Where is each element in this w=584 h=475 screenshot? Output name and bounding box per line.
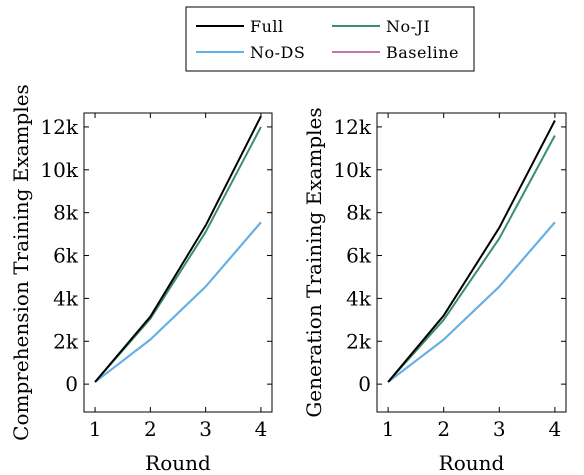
series-line-baseline — [387, 221, 556, 383]
y-tick-label: 12k — [40, 115, 78, 139]
y-tick-label: 0 — [358, 372, 371, 396]
y-axis-label: Generation Training Examples — [302, 107, 326, 417]
y-tick-label: 8k — [346, 201, 372, 225]
legend-box — [185, 6, 475, 72]
y-tick-label: 10k — [333, 158, 371, 182]
legend-label-no-ds: No-DS — [250, 43, 305, 62]
series-line-baseline — [94, 221, 262, 383]
comprehension-chart: 0 2k 4k 6k 8k 10k 12k 1 2 3 4 Round Comprehension Tr… — [9, 84, 273, 475]
y-tick-label: 4k — [346, 286, 372, 310]
x-tick-label: 4 — [549, 417, 562, 441]
series-line-no-ji — [387, 135, 556, 383]
legend-label-no-ji: No-JI — [386, 17, 430, 36]
y-tick-label: 2k — [53, 329, 79, 353]
plot-frame — [83, 112, 273, 413]
generation-chart: 0 2k 4k 6k 8k 10k 12k 1 2 3 4 Round Generation Train… — [302, 107, 567, 475]
legend: Full No-JI No-DS Baseline — [185, 6, 475, 72]
y-tick-label: 4k — [53, 286, 79, 310]
series-line-full — [387, 120, 556, 383]
y-tick-label: 6k — [346, 244, 372, 268]
series-line-no-ds — [387, 221, 556, 383]
x-axis-label: Round — [439, 451, 505, 475]
x-tick-label: 1 — [89, 417, 102, 441]
x-axis-label: Round — [145, 451, 211, 475]
x-tick-label: 3 — [493, 417, 506, 441]
y-tick-label: 2k — [346, 329, 372, 353]
y-tick-label: 10k — [40, 158, 78, 182]
plot-frame — [376, 112, 567, 413]
y-tick-label: 8k — [53, 201, 79, 225]
series-line-full — [94, 115, 262, 383]
legend-label-full: Full — [250, 17, 284, 36]
x-tick-label: 2 — [144, 417, 157, 441]
y-tick-label: 0 — [65, 372, 78, 396]
y-axis-label: Comprehension Training Examples — [9, 84, 33, 441]
legend-label-baseline: Baseline — [386, 43, 459, 62]
x-tick-label: 2 — [437, 417, 450, 441]
y-tick-label: 12k — [333, 115, 371, 139]
x-tick-label: 3 — [199, 417, 212, 441]
x-tick-label: 1 — [382, 417, 395, 441]
y-tick-label: 6k — [53, 244, 79, 268]
x-tick-label: 4 — [255, 417, 268, 441]
series-line-no-ds — [94, 221, 262, 383]
